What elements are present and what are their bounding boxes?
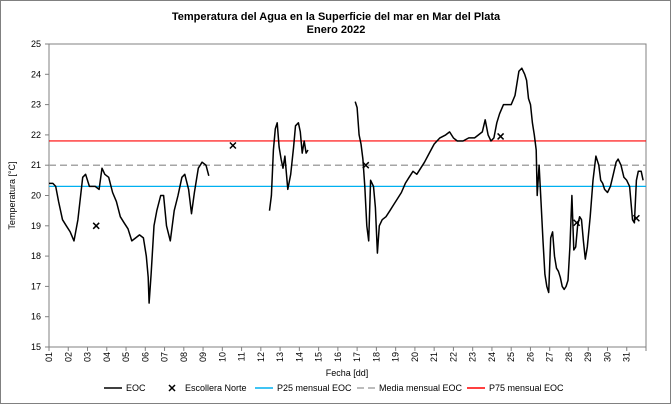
y-axis: 15 16 17 18 19 20 21 22 23 24 25 [31,39,49,352]
y-tick-label: 23 [31,100,41,110]
legend-label: P25 mensual EOC [277,383,352,393]
plot-area [48,43,647,348]
legend-item: Media mensual EOC [357,383,463,393]
y-tick-label: 17 [31,281,41,291]
legend-label: EOC [126,383,146,393]
legend-item: Escollera Norte [168,383,247,393]
marker-stroke [92,222,100,230]
y-tick-label: 16 [31,312,41,322]
escollera-norte-series [92,132,640,230]
x-tick-label: 04 [102,352,112,362]
legend-label: Media mensual EOC [379,383,463,393]
x-axis-label: Fecha [dd] [326,368,369,378]
x-tick-label: 25 [506,352,516,362]
x-tick-label: 05 [121,352,131,362]
x-tick-label: 13 [275,352,285,362]
marker-stroke [362,161,370,169]
x-tick-label: 14 [294,352,304,362]
y-tick-label: 20 [31,191,41,201]
escollera-norte-marker [362,161,370,169]
x-tick-label: 09 [198,352,208,362]
x-tick-label: 26 [525,352,535,362]
marker-stroke [573,219,581,227]
reference-lines [49,140,646,188]
x-tick-label: 20 [410,352,420,362]
eoc-line-segment [49,161,210,304]
legend-label: P75 mensual EOC [489,383,564,393]
y-tick-label: 21 [31,160,41,170]
escollera-norte-marker [497,132,505,140]
marker-stroke [497,132,505,140]
x-tick-label: 18 [371,352,381,362]
x-tick-label: 17 [352,352,362,362]
chart-title: Temperatura del Agua en la Superficie de… [172,11,501,23]
x-tick-label: 11 [237,352,247,361]
y-tick-label: 15 [31,342,41,352]
escollera-norte-marker [573,219,581,227]
x-tick-label: 30 [602,352,612,362]
x-tick-label: 19 [391,352,401,362]
y-tick-label: 25 [31,39,41,49]
x-tick-label: 12 [256,352,266,362]
x-tick-label: 21 [429,352,439,362]
x-tick-label: 27 [545,352,555,362]
x-tick-label: 10 [217,352,227,362]
marker-stroke [229,141,237,150]
legend-swatch [168,384,176,392]
escollera-norte-marker [92,222,100,230]
x-tick-label: 23 [468,352,478,362]
legend-item: EOC [104,383,146,393]
legend-label: Escollera Norte [185,383,247,393]
legend-item: P25 mensual EOC [255,383,352,393]
y-tick-label: 22 [31,130,41,140]
x-tick-label: 07 [160,352,170,362]
y-tick-label: 24 [31,69,41,79]
x-tick-label: 02 [63,352,73,362]
x-tick-label: 28 [564,352,574,362]
y-axis-label: Temperatura [°C] [7,161,17,229]
x-tick-label: 15 [314,352,324,362]
escollera-norte-marker [229,141,237,150]
escollera-norte-marker [632,214,640,222]
eoc-series [49,67,644,304]
eoc-line-segment [268,122,309,211]
y-tick-label: 19 [31,221,41,231]
x-tick-label: 31 [622,352,632,362]
eoc-line-segment [354,67,644,294]
x-tick-label: 08 [179,352,189,362]
x-tick-label: 03 [83,352,93,362]
marker-stroke [168,384,176,392]
x-tick-label: 16 [333,352,343,362]
x-tick-label: 06 [140,352,150,362]
x-tick-label: 01 [44,352,54,362]
marker-stroke [632,214,640,222]
chart-subtitle: Enero 2022 [307,24,366,36]
x-tick-label: 24 [487,352,497,362]
y-tick-label: 18 [31,251,41,261]
x-tick-label: 22 [448,352,458,362]
legend-item: P75 mensual EOC [467,383,564,393]
legend: EOC Escollera Norte P25 mensual EOC Media m… [104,383,564,393]
x-tick-label: 29 [583,352,593,362]
x-axis: 01 02 03 04 05 06 07 08 09 10 11 12 13 14 15 16 17 18 19 20… [44,347,647,362]
